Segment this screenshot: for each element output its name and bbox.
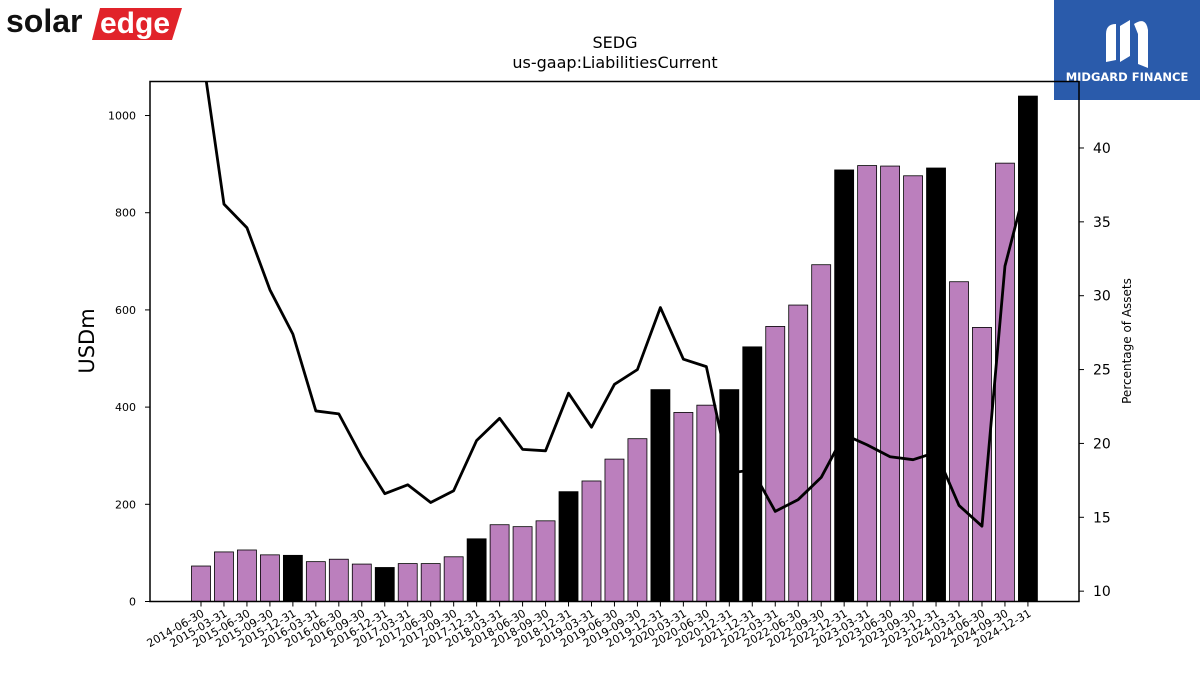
bar-2022-03-31 [765,326,786,602]
bar-2024-03-31 [949,281,969,602]
bar-2018-09-30 [535,520,556,602]
bar-2016-03-31 [305,561,326,602]
midgard-mark-icon [1106,20,1148,68]
bar-2015-09-30 [260,554,280,602]
bar-2018-03-31 [489,524,510,602]
bar-2018-06-30 [512,526,533,602]
logo-text-midgard: MIDGARD FINANCE [1066,70,1189,84]
y-tick-label: 0 [129,596,136,609]
y-right-tick-label: 40 [1093,141,1111,157]
bar-2024-09-30 [995,162,1015,602]
bar-2020-06-30 [696,404,717,602]
line-group [204,81,1030,528]
bar-2023-03-31 [857,165,878,602]
y-axis-right-label: Percentage of Assets [1120,278,1134,404]
bar-2019-12-31 [650,389,671,602]
bar-2019-06-30 [604,458,625,602]
bar-2016-09-30 [351,563,372,602]
bar-2017-12-31 [466,538,487,602]
bar-2019-09-30 [627,438,648,602]
bar-2015-06-30 [237,549,257,602]
y-right-tick-label: 10 [1093,584,1111,600]
bar-2019-03-31 [581,480,602,602]
bar-2015-12-31 [282,554,303,602]
bar-2017-06-30 [420,563,441,602]
bar-2016-06-30 [328,558,349,602]
bar-2014-06-30 [191,565,211,602]
y-right-tick-label: 20 [1093,436,1111,452]
y-tick-label: 600 [115,304,136,317]
logo-red-shape [92,8,182,40]
y-right-tick-label: 25 [1093,363,1111,379]
y-tick-label: 200 [115,498,136,511]
bar-2017-03-31 [397,563,418,602]
chart-title: SEDG [593,33,638,52]
bar-2022-12-31 [834,169,855,602]
bars-group [191,95,1038,602]
y-tick-label: 800 [115,207,136,220]
bar-2020-03-31 [673,412,694,602]
bar-2023-12-31 [926,167,946,602]
y-right-tick-label: 35 [1093,215,1111,231]
y-right-tick-label: 15 [1093,510,1111,526]
bar-2015-03-31 [214,551,234,602]
bar-2016-12-31 [374,567,395,602]
bar-2022-06-30 [788,304,809,602]
bar-2017-09-30 [443,556,464,602]
logo-text-solar: solar [6,3,82,39]
bar-2022-09-30 [811,264,832,602]
bar-2018-12-31 [558,491,579,602]
solaredge-logo: solar edge [4,2,182,42]
bar-2021-12-31 [742,346,763,602]
y-axis-label: USDm [75,308,99,373]
line-percentage-of-assets [204,81,1030,528]
y-right-tick-label: 30 [1093,289,1111,305]
y-tick-label: 1000 [108,110,136,123]
bar-2023-06-30 [880,165,900,602]
axes-group: 02004006008001000101520253035402014-06-3… [108,110,1111,651]
bar-2023-09-30 [903,175,923,602]
chart-subtitle: us-gaap:LiabilitiesCurrent [512,53,717,72]
logo-text-edge: edge [100,7,170,40]
bar-2024-12-31 [1018,95,1038,602]
bar-2020-12-31 [719,389,740,602]
y-tick-label: 400 [115,401,136,414]
